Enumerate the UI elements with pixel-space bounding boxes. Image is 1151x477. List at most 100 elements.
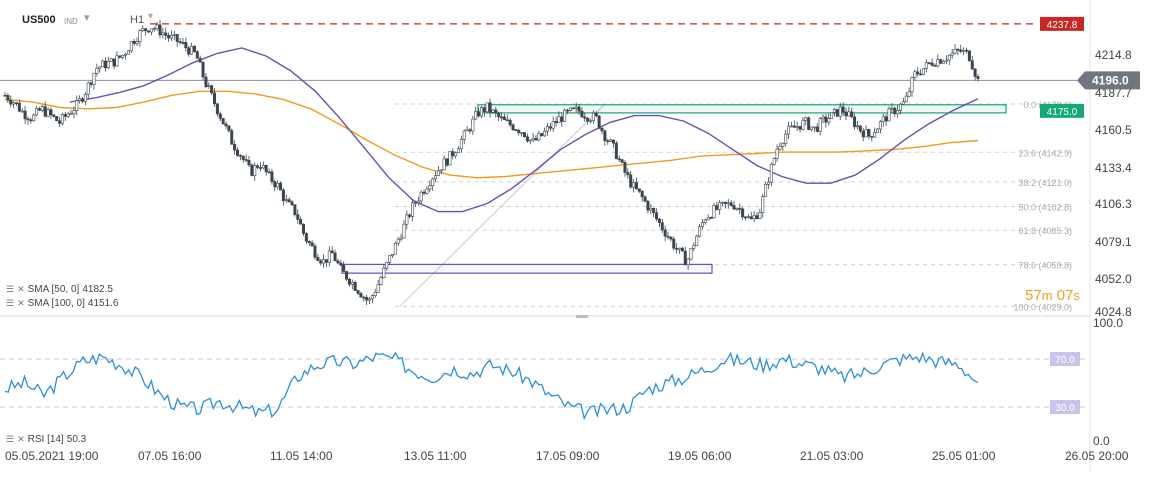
candle-body: [675, 247, 679, 250]
price-tick-label: 4079.1: [1095, 235, 1132, 249]
candle-body: [60, 114, 64, 124]
candle-body: [749, 216, 753, 220]
candle-body: [594, 112, 598, 117]
candle-body: [86, 82, 90, 95]
candle-body: [462, 130, 466, 140]
candle-body: [732, 205, 736, 210]
candle-body: [801, 120, 805, 130]
candle-body: [14, 102, 18, 104]
candle-body: [812, 126, 816, 129]
candle-body: [827, 118, 831, 123]
candle-body: [149, 28, 153, 33]
candle-body: [422, 191, 426, 194]
candle-body: [741, 208, 745, 218]
candle-body: [356, 290, 360, 294]
candle-body: [187, 47, 191, 55]
candle-body: [534, 138, 538, 141]
candle-body: [345, 271, 349, 280]
sma50-line[interactable]: [69, 47, 979, 213]
current-price-tag[interactable]: 4196.0: [1077, 71, 1140, 90]
candle-body: [589, 120, 593, 123]
price-tick-label: 4024.8: [1095, 305, 1132, 319]
candle-body: [164, 32, 168, 36]
candle-body: [302, 223, 306, 234]
rsi-level-tag-text: 70.0: [1055, 355, 1075, 366]
candle-body: [571, 107, 575, 110]
candle-body: [129, 41, 133, 52]
candle-body: [333, 252, 337, 262]
support-tag-bg[interactable]: [1040, 103, 1084, 118]
candle-body: [167, 35, 171, 39]
candle-body: [195, 51, 199, 59]
rsi-legend[interactable]: ☰ ✕ RSI [14] 50.3: [6, 434, 86, 445]
support-zone-box[interactable]: [477, 104, 1007, 114]
candle-body: [761, 196, 765, 213]
candle-body: [700, 222, 704, 227]
time-tick-label: 26.05 20:00: [1065, 449, 1129, 463]
candle-body: [175, 34, 179, 42]
candle-body: [250, 164, 254, 176]
candle-body: [233, 144, 237, 151]
price-tick-label: 4106.3: [1095, 197, 1132, 211]
candle-body: [583, 116, 587, 119]
candle-body: [548, 126, 552, 129]
candle-body: [554, 121, 558, 123]
sma50-legend[interactable]: ☰ ✕ SMA [50, 0] 4182.5: [6, 284, 113, 295]
candle-body: [847, 111, 851, 117]
sma100-legend[interactable]: ☰ ✕ SMA [100, 0] 4151.6: [6, 298, 118, 309]
candle-body: [606, 140, 610, 142]
candle-body: [896, 110, 900, 115]
interval-dropdown-icon[interactable]: ▾: [148, 11, 154, 22]
candle-body: [511, 124, 515, 130]
candle-body: [55, 116, 59, 122]
candle-body: [545, 126, 549, 132]
time-tick-label: 17.05 09:00: [536, 449, 600, 463]
candle-body: [709, 217, 713, 219]
price-tick-label: 4214.8: [1095, 48, 1132, 62]
candle-body: [201, 61, 205, 78]
list-icon[interactable]: ☰: [6, 284, 15, 294]
candle-body: [947, 54, 951, 61]
interval-label[interactable]: H1: [130, 14, 145, 26]
candle-body: [706, 217, 710, 221]
candle-body: [221, 118, 225, 125]
candle-body: [80, 98, 84, 102]
candle-body: [362, 296, 366, 299]
candle-body: [873, 132, 877, 138]
candle-body: [304, 233, 308, 242]
candle-body: [350, 282, 354, 285]
candle-body: [238, 155, 242, 157]
candle-body: [368, 298, 372, 301]
candle-body: [101, 60, 105, 68]
candle-body: [586, 117, 590, 122]
candle-body: [230, 130, 234, 145]
candle-body: [867, 129, 871, 137]
rsi-line[interactable]: [4, 351, 979, 421]
close-icon[interactable]: ✕: [17, 434, 25, 444]
list-icon[interactable]: ☰: [6, 298, 15, 308]
close-icon[interactable]: ✕: [17, 284, 25, 294]
candle-body: [643, 196, 647, 202]
close-icon[interactable]: ✕: [17, 298, 25, 308]
candle-body: [721, 201, 725, 204]
candle-body: [738, 208, 742, 210]
candle-body: [261, 165, 265, 169]
candle-body: [666, 235, 670, 238]
candle-body: [6, 95, 10, 101]
sma50-legend-label: SMA [50, 0]: [27, 284, 80, 295]
candle-body: [663, 229, 667, 237]
candle-body: [936, 59, 940, 67]
list-icon[interactable]: ☰: [6, 434, 15, 444]
pane-resize-handle[interactable]: [576, 315, 588, 318]
resistance-tag-bg[interactable]: [1040, 16, 1084, 31]
candle-body: [752, 215, 756, 220]
candle-body: [26, 118, 30, 121]
candle-body: [514, 129, 518, 131]
symbol-label[interactable]: US500: [22, 14, 56, 26]
sma100-line[interactable]: [4, 90, 979, 179]
demand-zone-box[interactable]: [341, 263, 713, 274]
candle-body: [390, 254, 394, 256]
candle-body: [442, 158, 446, 171]
market-dropdown-icon[interactable]: ▾: [84, 12, 90, 24]
